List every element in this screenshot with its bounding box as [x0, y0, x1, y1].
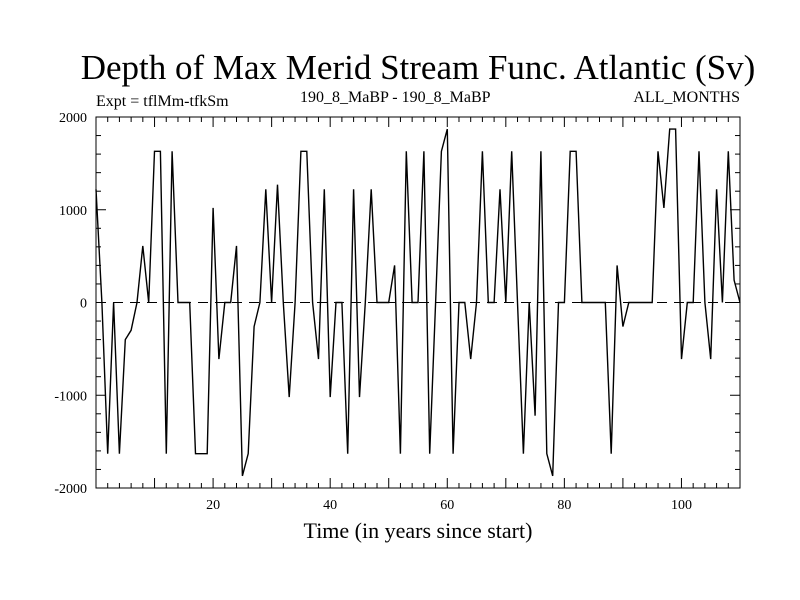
x-tick-label: 20	[206, 498, 220, 513]
period-label: 190_8_MaBP - 190_8_MaBP	[300, 89, 491, 106]
axis-ticks	[96, 117, 740, 488]
y-tick-label: -2000	[54, 482, 87, 497]
x-tick-label: 80	[557, 498, 571, 513]
y-tick-label: 1000	[59, 204, 87, 219]
x-tick-label: 40	[323, 498, 337, 513]
months-label: ALL_MONTHS	[633, 89, 740, 106]
series-line	[95, 128, 741, 477]
y-tick-label: -1000	[54, 389, 87, 404]
axis-tick-labels: 20 40 60 80 100 -2000 -1000 0 1000 2000	[54, 111, 692, 513]
experiment-label: Expt = tflMm-tfkSm	[96, 93, 229, 110]
chart-title: Depth of Max Merid Stream Func. Atlantic…	[80, 48, 756, 87]
y-tick-label: 0	[80, 297, 87, 312]
y-tick-label: 2000	[59, 111, 87, 126]
x-axis-label: Time (in years since start)	[303, 518, 533, 543]
x-tick-label: 60	[440, 498, 454, 513]
x-tick-label: 100	[671, 498, 692, 513]
